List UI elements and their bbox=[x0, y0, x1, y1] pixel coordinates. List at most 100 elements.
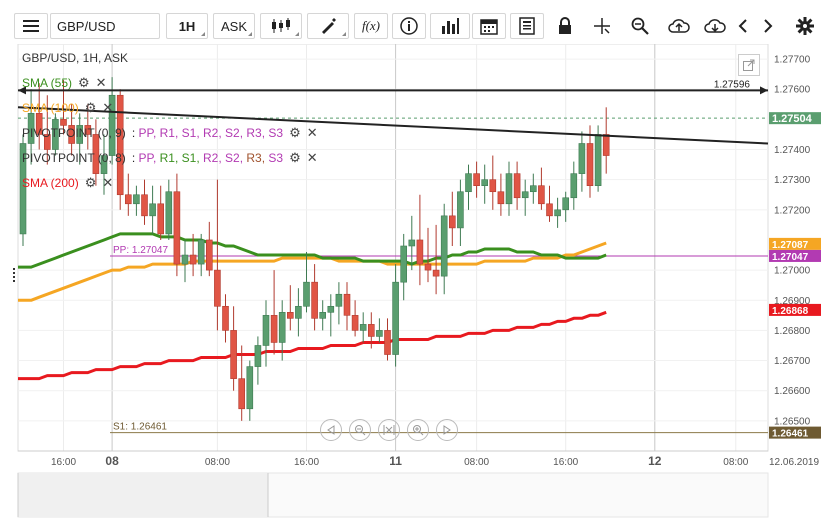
s1-line-label: S1: 1.26461 bbox=[113, 422, 167, 433]
symbol-selector[interactable]: GBP/USD bbox=[50, 13, 160, 39]
candle bbox=[562, 191, 570, 222]
candle-body bbox=[538, 185, 545, 205]
pp-line-label: PP: 1.27047 bbox=[113, 245, 168, 256]
candle-body bbox=[367, 324, 375, 337]
zoom-icon bbox=[631, 17, 649, 35]
popout-button[interactable] bbox=[738, 54, 760, 76]
draw-tool-button[interactable] bbox=[307, 13, 349, 39]
lock-button[interactable] bbox=[553, 13, 577, 39]
candle-body bbox=[594, 134, 602, 186]
candle bbox=[254, 336, 262, 385]
candle-body bbox=[505, 173, 513, 205]
triangle-left-icon bbox=[327, 425, 335, 435]
axes: 1.27700 1.27600 1.27400 1.27300 1.27200 1.270… bbox=[13, 55, 821, 518]
y-tick-label: 1.27300 bbox=[774, 175, 811, 186]
nav-back-button[interactable] bbox=[320, 419, 342, 441]
volume-bars-icon bbox=[442, 18, 459, 34]
candle-body bbox=[400, 245, 408, 283]
candle bbox=[586, 125, 594, 198]
volume-button[interactable] bbox=[430, 13, 470, 39]
close-icon[interactable]: ✕ bbox=[102, 100, 114, 115]
candle-body bbox=[489, 179, 497, 193]
candle-body bbox=[303, 281, 310, 307]
candle-body bbox=[278, 312, 286, 343]
candle bbox=[295, 288, 302, 337]
scroll-right-button[interactable] bbox=[758, 13, 778, 39]
price-tag-value: 1.27087 bbox=[772, 240, 809, 251]
download-button[interactable] bbox=[700, 13, 730, 39]
candle-body bbox=[92, 134, 100, 174]
price-side-selector[interactable]: ASK bbox=[213, 13, 255, 39]
timeframe-selector[interactable]: 1H bbox=[166, 13, 208, 39]
gear-icon[interactable]: ⚙ bbox=[289, 150, 301, 165]
candle-body bbox=[76, 125, 83, 144]
candle-body bbox=[149, 203, 156, 217]
candle bbox=[505, 161, 513, 216]
candle-body bbox=[286, 312, 294, 319]
price-side-label: ASK bbox=[220, 18, 247, 34]
candle bbox=[392, 264, 399, 367]
candle-body bbox=[157, 203, 164, 235]
candle-body bbox=[319, 312, 327, 319]
upload-button[interactable] bbox=[664, 13, 694, 39]
y-tick-label: 1.27600 bbox=[774, 85, 811, 96]
nav-forward-button[interactable] bbox=[436, 419, 458, 441]
nav-zoom-in-button[interactable] bbox=[407, 419, 429, 441]
candle-body bbox=[481, 179, 489, 186]
legend-pivot-2: PIVOTPOINT (0, 8) : PP, R1, S1, R2, S2, … bbox=[22, 150, 318, 166]
nav-zoom-out-button[interactable] bbox=[349, 419, 371, 441]
calendar-button[interactable] bbox=[472, 13, 506, 39]
nav-fit-button[interactable] bbox=[378, 419, 400, 441]
price-tag: 1.27047 bbox=[769, 249, 821, 263]
crosshair-button[interactable] bbox=[590, 13, 614, 39]
candle-body bbox=[465, 173, 472, 193]
candle-body bbox=[222, 305, 229, 331]
menu-button[interactable] bbox=[14, 13, 48, 39]
gear-icon[interactable]: ⚙ bbox=[289, 125, 301, 140]
close-icon[interactable]: ✕ bbox=[306, 125, 318, 140]
price-tag-value: 1.26868 bbox=[772, 306, 809, 317]
close-icon[interactable]: ✕ bbox=[95, 75, 107, 90]
price-tag-value: 1.27504 bbox=[772, 113, 813, 125]
overlays: 1.27596 bbox=[17, 79, 769, 145]
candle bbox=[206, 221, 213, 277]
zoom-button[interactable] bbox=[628, 13, 652, 39]
candle bbox=[400, 233, 408, 301]
chart-type-button[interactable] bbox=[260, 13, 302, 39]
gear-icon[interactable]: ⚙ bbox=[78, 75, 90, 90]
fx-icon: f(x) bbox=[361, 18, 381, 33]
candle-body bbox=[141, 194, 148, 217]
price-tag-bg bbox=[769, 249, 821, 262]
moving-averages bbox=[17, 232, 607, 381]
close-icon[interactable]: ✕ bbox=[306, 150, 318, 165]
candle-body bbox=[68, 125, 75, 144]
scroll-left-button[interactable] bbox=[733, 13, 753, 39]
crosshair-icon bbox=[594, 18, 610, 34]
candle bbox=[246, 360, 254, 421]
candle bbox=[92, 119, 100, 186]
y-tick-label: 1.27400 bbox=[774, 145, 811, 156]
chart-area[interactable]: PP: 1.27047 S1: 1.26461 1.27596 1.27700 1.… bbox=[0, 44, 825, 520]
candle bbox=[602, 107, 610, 174]
candle-body bbox=[181, 254, 189, 265]
trend-line bbox=[17, 106, 769, 145]
indicators-button[interactable]: f(x) bbox=[354, 13, 388, 39]
candle bbox=[52, 113, 59, 156]
settings-button[interactable] bbox=[793, 13, 817, 39]
pivot-level-pp: PP, bbox=[138, 151, 160, 165]
document-button[interactable] bbox=[510, 13, 544, 39]
candle bbox=[376, 318, 383, 343]
candle bbox=[108, 77, 116, 165]
gear-icon[interactable]: ⚙ bbox=[84, 100, 97, 115]
candle-body bbox=[311, 281, 318, 319]
candle-body bbox=[554, 209, 561, 217]
candle bbox=[489, 155, 497, 210]
x-tick-label: 08 bbox=[105, 454, 119, 468]
y-tick-label: 1.26800 bbox=[774, 326, 811, 337]
info-button[interactable] bbox=[392, 13, 426, 39]
close-icon[interactable]: ✕ bbox=[102, 175, 114, 190]
candle-body bbox=[116, 94, 124, 196]
sma100-line bbox=[17, 241, 607, 302]
gear-icon[interactable]: ⚙ bbox=[84, 175, 97, 190]
